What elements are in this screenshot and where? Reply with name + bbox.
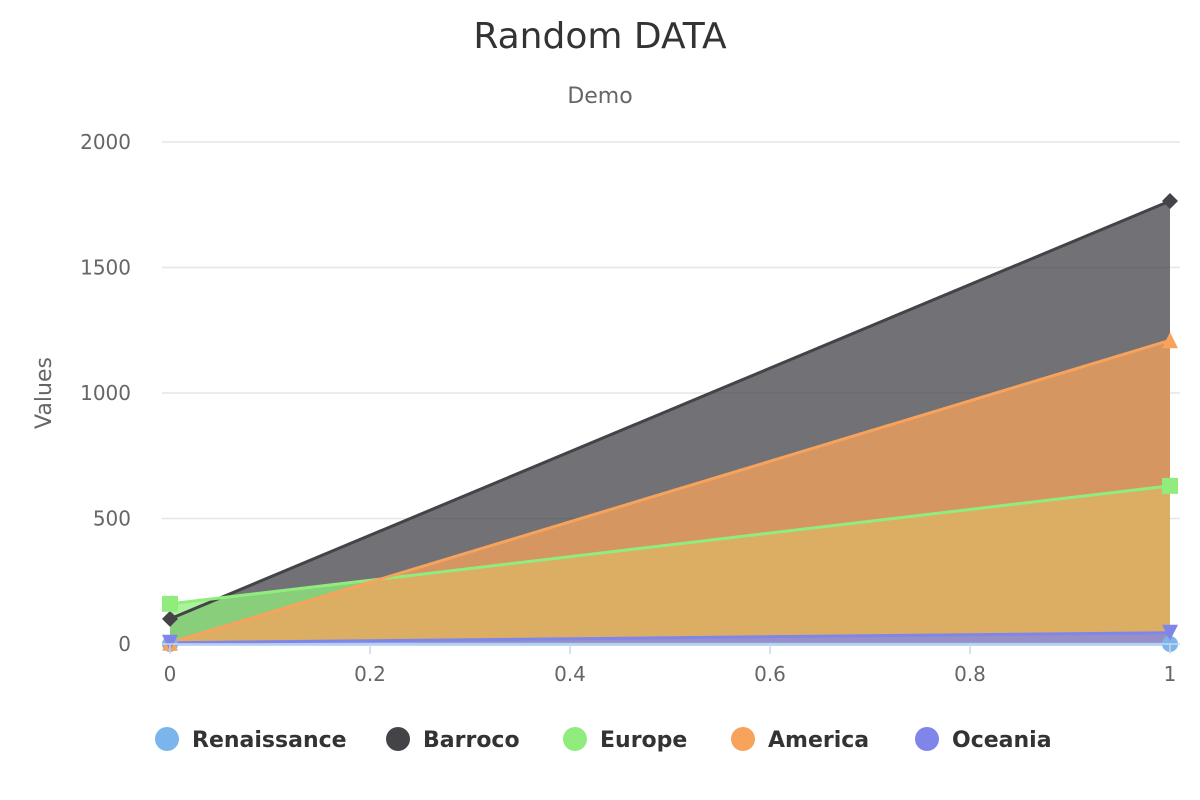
- y-tick-label: 0: [118, 632, 131, 656]
- y-tick-label: 1000: [80, 381, 131, 405]
- x-tick-label: 0.4: [554, 662, 586, 686]
- data-point-oceania: [162, 634, 178, 651]
- chart-title: Random DATA: [473, 16, 727, 57]
- x-tick-label: 0.2: [354, 662, 386, 686]
- legend-label: Europe: [600, 728, 687, 753]
- legend-marker-renaissance: [155, 727, 179, 751]
- legend-marker-europe: [563, 727, 587, 751]
- data-point-barroco: [162, 610, 178, 627]
- x-tick-label: 0.6: [754, 662, 786, 686]
- legend-marker-barroco: [386, 727, 410, 751]
- series-line-america: [169, 338, 1171, 645]
- y-tick-label: 500: [93, 507, 131, 531]
- series-markers: [162, 192, 1178, 652]
- chart-subtitle: Demo: [567, 84, 632, 109]
- data-point-oceania: [1162, 624, 1178, 641]
- series-line-oceania: [169, 631, 1171, 645]
- legend-label: Oceania: [952, 728, 1052, 753]
- legend-marker-oceania: [915, 727, 939, 751]
- legend-label: Barroco: [423, 728, 520, 753]
- y-axis-label: Values: [32, 357, 57, 429]
- x-tick-label: 0.8: [954, 662, 986, 686]
- legend-marker-america: [731, 727, 755, 751]
- data-point-europe: [1162, 477, 1178, 494]
- y-tick-label: 2000: [80, 130, 131, 154]
- x-tick-label: 0: [164, 662, 177, 686]
- legend-item-europe[interactable]: Europe: [563, 727, 687, 753]
- series-line-europe: [169, 484, 1171, 606]
- legend: Renaissance Barroco Europe America Oceania: [155, 727, 1052, 753]
- data-point-america: [1162, 332, 1178, 349]
- x-axis-ticks: 0 0.2 0.4 0.6 0.8 1: [164, 662, 1177, 686]
- y-axis-ticks: 0 500 1000 1500 2000: [80, 130, 131, 656]
- data-point-barroco: [1162, 192, 1178, 209]
- legend-label: America: [768, 728, 869, 753]
- x-tick-label: 1: [1164, 662, 1177, 686]
- legend-label: Renaissance: [192, 728, 347, 753]
- legend-item-barroco[interactable]: Barroco: [386, 727, 520, 753]
- legend-item-oceania[interactable]: Oceania: [915, 727, 1052, 753]
- series-line-barroco: [169, 199, 1171, 621]
- legend-item-america[interactable]: America: [731, 727, 869, 753]
- data-point-europe: [162, 595, 178, 612]
- x-axis: [162, 643, 1180, 654]
- legend-item-renaissance[interactable]: Renaissance: [155, 727, 347, 753]
- y-tick-label: 1500: [80, 256, 131, 280]
